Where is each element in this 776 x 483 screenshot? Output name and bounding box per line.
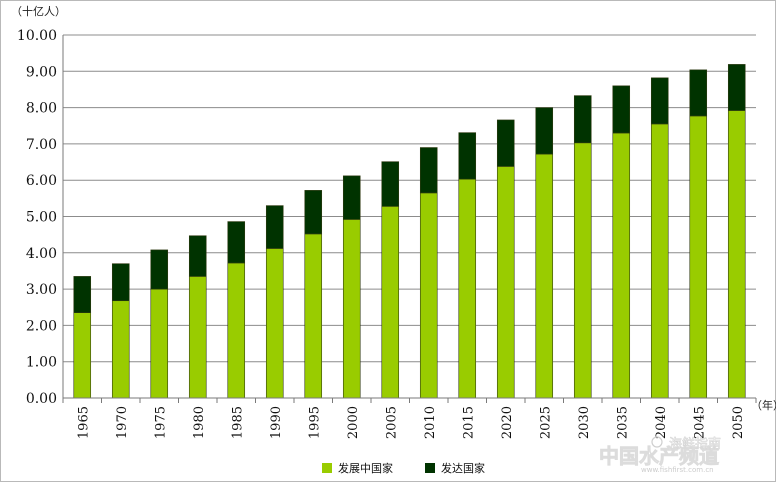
y-tick-label: 3.00 — [26, 282, 57, 298]
x-tick-label: 1985 — [230, 406, 245, 439]
watermark: 海鲜指南 中国水产频道 www.fishfirst.com.cn — [599, 436, 722, 474]
legend-swatch-developed — [425, 463, 435, 473]
watermark-logo-icon — [651, 436, 663, 448]
x-tick-label: 2020 — [500, 406, 515, 439]
x-tick-label: 2030 — [577, 406, 592, 439]
bar-developing-1995 — [304, 233, 323, 399]
legend: 发展中国家 发达国家 — [322, 461, 485, 475]
y-tick-label: 4.00 — [26, 246, 57, 262]
bar-developed-2040 — [650, 77, 669, 125]
y-tick-label: 2.00 — [26, 318, 57, 334]
bar-developing-2030 — [573, 142, 592, 399]
x-tick-label: 2045 — [692, 406, 707, 439]
bar-developed-2035 — [612, 85, 631, 134]
watermark-small-text: 海鲜指南 — [669, 436, 721, 452]
bar-developing-2050 — [727, 110, 746, 399]
legend-label-developed: 发达国家 — [441, 461, 485, 475]
x-tick-label: 2050 — [731, 406, 746, 439]
bar-developed-1980 — [188, 235, 207, 277]
x-tick-label: 1965 — [76, 406, 91, 439]
watermark-url: www.fishfirst.com.cn — [641, 466, 714, 474]
x-tick-label: 2010 — [423, 406, 438, 439]
bar-developed-2030 — [573, 95, 592, 144]
x-tick-label: 1995 — [307, 406, 322, 439]
legend-label-developing: 发展中国家 — [338, 461, 393, 475]
bar-developed-1975 — [150, 249, 169, 290]
bar-developing-1985 — [227, 262, 246, 399]
y-tick-label: 1.00 — [26, 355, 57, 371]
x-unit-label: （年） — [751, 398, 776, 412]
axes: 0.00 1.00 2.00 3.00 4.00 5.00 6.00 7.00 8.00 9.00… — [17, 28, 757, 439]
x-tick-label: 1970 — [115, 406, 130, 439]
x-tick-label: 1990 — [269, 406, 284, 439]
bar-developed-1995 — [304, 190, 323, 235]
y-tick-label: 8.00 — [26, 101, 57, 117]
bar-developed-2005 — [381, 161, 400, 207]
y-tick-label: 9.00 — [26, 64, 57, 80]
bar-developing-2015 — [458, 178, 477, 399]
y-tick-label: 6.00 — [26, 173, 57, 189]
x-tick-label: 1975 — [153, 406, 168, 439]
x-tick-label: 2040 — [654, 406, 669, 439]
legend-swatch-developing — [322, 463, 332, 473]
bar-developing-1975 — [150, 288, 169, 399]
bars — [73, 64, 746, 399]
bar-developed-1970 — [111, 263, 130, 302]
bar-developed-1985 — [227, 221, 246, 264]
bar-developing-1965 — [73, 312, 92, 399]
bar-developed-1965 — [73, 276, 92, 313]
x-tick-label: 2015 — [461, 406, 476, 439]
y-unit-label: （十亿人） — [11, 4, 66, 18]
bar-developed-2045 — [689, 69, 708, 117]
bar-developed-1990 — [265, 205, 284, 249]
gridlines — [63, 34, 756, 363]
bar-developed-2015 — [458, 132, 477, 180]
bar-developing-1980 — [188, 276, 207, 399]
bar-developing-2010 — [419, 192, 438, 399]
bar-developed-2000 — [342, 175, 361, 220]
bar-developed-2010 — [419, 147, 438, 194]
x-tick-label: 2000 — [346, 406, 361, 439]
y-tick-label: 10.00 — [17, 28, 57, 44]
y-tick-label: 7.00 — [26, 137, 57, 153]
y-tick-label: 0.00 — [26, 391, 57, 407]
bar-developing-2035 — [612, 132, 631, 399]
x-tick-label: 1980 — [192, 406, 207, 439]
bar-developing-2025 — [535, 153, 554, 399]
x-tick-label: 2005 — [384, 406, 399, 439]
x-tick-label: 2025 — [538, 406, 553, 439]
y-tick-label: 5.00 — [26, 210, 57, 226]
bar-developing-2020 — [496, 166, 515, 399]
bar-developing-2005 — [381, 206, 400, 399]
watermark-main-text: 中国水产频道 — [599, 444, 719, 468]
bar-developing-2040 — [650, 123, 669, 399]
bar-developing-1970 — [111, 300, 130, 399]
bar-developed-2025 — [535, 107, 554, 155]
bar-developing-2045 — [689, 115, 708, 399]
bar-developing-1990 — [265, 248, 284, 399]
bar-developed-2050 — [727, 64, 746, 111]
bar-developing-2000 — [342, 219, 361, 399]
bar-developed-2020 — [496, 119, 515, 167]
x-tick-label: 2035 — [615, 406, 630, 439]
